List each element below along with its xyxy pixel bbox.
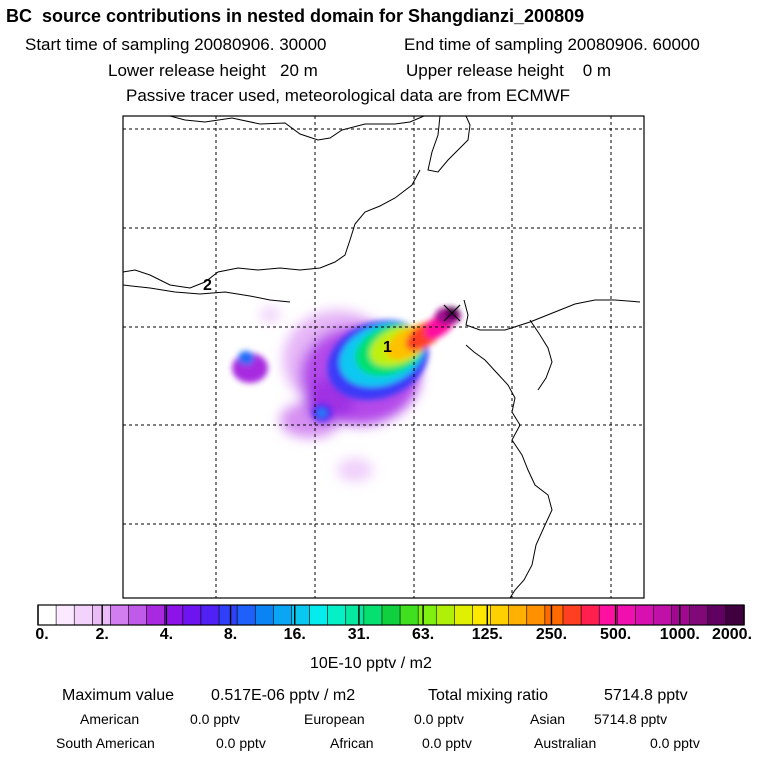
source-label-1: 1	[383, 339, 392, 356]
colorbar-units: 10E-10 pptv / m2	[310, 655, 432, 672]
colorbar-tick-label: 16.	[283, 626, 306, 643]
colorbar-tick-label: 4.	[159, 626, 174, 643]
colorbar-swatch	[182, 604, 202, 626]
colorbar-swatch	[653, 604, 673, 626]
colorbar-tick-label: 2.	[95, 626, 109, 643]
region-asian-label: Asian	[530, 711, 566, 727]
receptor-marker	[443, 304, 461, 322]
colorbar-swatch	[472, 604, 492, 626]
colorbar-tick-label: 250.	[535, 626, 568, 643]
total-mixing-label: Total mixing ratio	[428, 687, 549, 704]
colorbar-swatch	[689, 604, 709, 626]
colorbar-swatch	[580, 604, 600, 626]
colorbar-swatch	[417, 604, 437, 626]
colorbar-swatch	[381, 604, 401, 626]
region-south-american-value: 0.0 pptv	[216, 735, 266, 751]
colorbar-swatch	[55, 604, 75, 626]
region-south-american-label: South American	[56, 735, 155, 751]
colorbar-swatch	[508, 604, 528, 626]
colorbar-swatch	[254, 604, 274, 626]
lat-lon-grid	[123, 116, 644, 598]
colorbar-swatch	[562, 604, 582, 626]
colorbar-swatch	[345, 604, 365, 626]
start-time: Start time of sampling 20080906. 30000	[25, 35, 327, 54]
colorbar-swatch	[164, 604, 184, 626]
max-value: 0.517E-06 pptv / m2	[211, 687, 356, 704]
colorbar-tick-label: 1000.	[659, 626, 700, 643]
end-time: End time of sampling 20080906. 60000	[404, 35, 700, 54]
colorbar-swatch	[273, 604, 293, 626]
plume	[232, 307, 461, 482]
colorbar-tick-label: 125.	[471, 626, 503, 643]
colorbar-swatch	[236, 604, 256, 626]
region-american-value: 0.0 pptv	[190, 711, 240, 727]
max-value-label: Maximum value	[62, 687, 175, 704]
colorbar-tick-label: 63.	[411, 626, 435, 643]
colorbar-swatch	[200, 604, 220, 626]
colorbar-swatch	[73, 604, 93, 626]
region-american-label: American	[80, 711, 140, 727]
colorbar-swatch	[454, 604, 474, 626]
map-frame	[122, 115, 645, 599]
colorbar-swatch	[544, 604, 564, 626]
colorbar-swatch	[616, 604, 636, 626]
colorbar-swatch	[110, 604, 130, 626]
colorbar-swatch	[435, 604, 455, 626]
region-european-value: 0.0 pptv	[414, 711, 464, 727]
colorbar-swatch	[128, 604, 148, 626]
coastlines	[123, 116, 641, 598]
total-mixing-value: 5714.8 pptv	[604, 687, 688, 704]
colorbar-swatch	[490, 604, 510, 626]
tracer-note: Passive tracer used, meteorological data…	[126, 86, 571, 105]
colorbar-swatch	[725, 604, 745, 626]
colorbar-tick-label: 0.	[35, 626, 49, 643]
colorbar-swatch	[671, 604, 691, 626]
colorbar-swatch	[598, 604, 618, 626]
lower-release-height: Lower release height 20 m	[108, 61, 318, 80]
colorbar-swatch	[37, 604, 57, 626]
region-australian-label: Australian	[534, 735, 597, 751]
colorbar-frame	[37, 604, 745, 626]
source-label-2: 2	[203, 277, 212, 294]
colorbar-swatch	[707, 604, 727, 626]
plume-west-patch	[232, 351, 332, 422]
colorbar-tick-label: 31.	[347, 626, 371, 643]
region-african-value: 0.0 pptv	[422, 735, 472, 751]
colorbar	[37, 604, 745, 626]
colorbar-swatch	[399, 604, 419, 626]
colorbar-swatch	[146, 604, 166, 626]
plume-core	[327, 307, 461, 400]
colorbar-swatch	[327, 604, 347, 626]
region-asian-value: 5714.8 pptv	[594, 711, 668, 727]
colorbar-tick-label: 2000.	[711, 626, 753, 643]
plot-title: BC source contributions in nested domain…	[6, 6, 585, 26]
colorbar-tick-label: 8.	[223, 626, 238, 643]
colorbar-swatch	[635, 604, 655, 626]
colorbar-tick-label: 500.	[600, 626, 632, 643]
colorbar-swatch	[218, 604, 238, 626]
region-australian-value: 0.0 pptv	[650, 735, 700, 751]
region-european-label: European	[304, 711, 365, 727]
colorbar-swatch	[363, 604, 383, 626]
colorbar-swatch	[309, 604, 329, 626]
colorbar-swatch	[526, 604, 546, 626]
region-african-label: African	[330, 735, 374, 751]
upper-release-height: Upper release height 0 m	[406, 61, 612, 80]
